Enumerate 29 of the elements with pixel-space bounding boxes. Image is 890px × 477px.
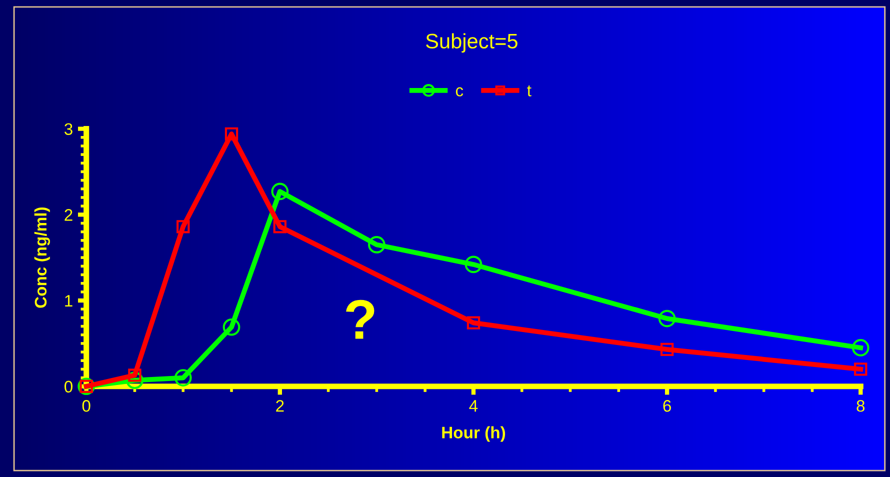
point	[368, 236, 386, 254]
y-axis-title: Conc (ng/ml)	[34, 207, 50, 308]
x-tick-label: 2	[276, 400, 284, 412]
y-tick-label: 3	[64, 123, 72, 135]
legend-label: c	[456, 87, 464, 96]
legend-label: t	[527, 85, 532, 96]
point	[176, 220, 190, 234]
point	[854, 362, 868, 376]
x-tick-label: 6	[663, 400, 671, 412]
x-axis-title: Hour (h)	[442, 426, 506, 442]
point	[658, 310, 676, 328]
point	[174, 369, 192, 386]
y-tick-label: 1	[65, 295, 72, 307]
y-tick-label: 0	[64, 380, 72, 393]
point	[852, 339, 870, 356]
point	[271, 182, 289, 200]
point	[222, 318, 240, 336]
y-tick-label: 2	[64, 209, 72, 221]
x-tick-label: 0	[82, 400, 90, 412]
point	[273, 220, 287, 234]
point	[224, 127, 238, 141]
point	[660, 342, 674, 356]
chart-title: Subject=5	[426, 33, 518, 53]
point	[466, 316, 480, 330]
point	[464, 256, 482, 274]
x-tick-label: 4	[469, 400, 478, 412]
x-tick-label: 8	[856, 400, 865, 412]
point	[126, 372, 144, 390]
annotation: ?	[346, 300, 374, 339]
